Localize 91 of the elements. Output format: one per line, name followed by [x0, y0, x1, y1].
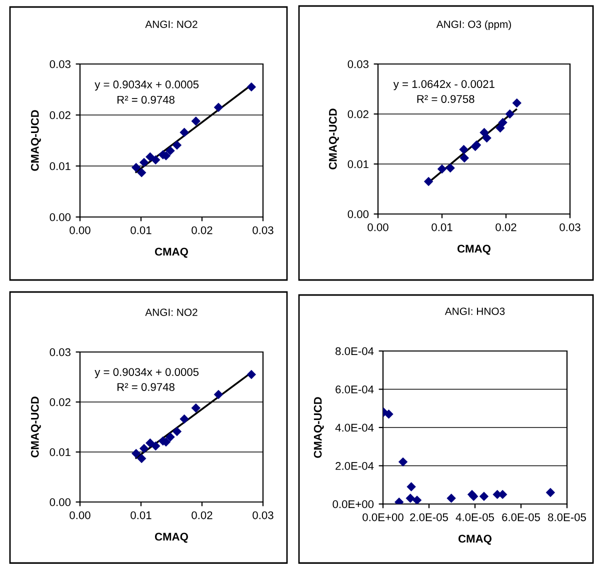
y-tick-label: 0.02 — [348, 110, 368, 118]
point — [459, 144, 468, 154]
y-tick-label: 0.0E+00 — [332, 500, 374, 508]
point — [384, 410, 394, 419]
annotation: R² = 0.9748 — [118, 96, 174, 104]
point — [132, 448, 141, 458]
y-axis-title: CMAQ-UCD — [30, 396, 41, 458]
y-axis-title: CMAQ-UCD — [314, 397, 324, 458]
y-tick-label: 0.00 — [348, 210, 369, 218]
point — [398, 457, 408, 467]
point — [191, 403, 201, 413]
chart-title: ANGI: NO2 — [145, 308, 198, 316]
point — [546, 488, 556, 498]
annotation: y = 0.9034x + 0.0005 — [94, 80, 199, 91]
point — [246, 82, 256, 92]
y-tick-label: 4.0E-04 — [335, 424, 374, 432]
point — [166, 432, 175, 442]
y-tick-label: 0.03 — [50, 348, 70, 356]
x-tick-label: 8.0E-05 — [548, 513, 586, 522]
annotation: R² = 0.9748 — [118, 383, 174, 391]
y-tick-label: 0.00 — [50, 213, 71, 222]
x-tick-label: 0.03 — [252, 226, 274, 234]
point — [146, 152, 155, 162]
chart-title: ANGI: HNO3 — [444, 308, 505, 315]
point — [137, 454, 146, 464]
point — [498, 118, 508, 128]
x-tick-label: 6.0E-05 — [502, 513, 540, 522]
point — [137, 168, 146, 178]
x-tick-label: 0.02 — [192, 511, 212, 520]
point — [139, 158, 149, 168]
x-axis-title: CMAQ — [154, 248, 188, 258]
x-tick-label: 0.02 — [496, 223, 516, 232]
chart-title: ANGI: NO2 — [145, 20, 198, 28]
x-axis-title: CMAQ — [457, 244, 491, 255]
point — [446, 494, 456, 503]
annotation: R² = 0.9758 — [417, 95, 474, 103]
point — [246, 370, 256, 380]
point — [412, 496, 422, 504]
point — [172, 426, 182, 436]
y-tick-label: 0.01 — [50, 448, 70, 456]
annotation: y = 1.0642x - 0.0021 — [393, 80, 494, 90]
x-tick-label: 0.00 — [70, 226, 90, 234]
point — [139, 444, 149, 454]
point — [151, 441, 160, 451]
x-axis-title: CMAQ — [458, 534, 492, 545]
y-tick-label: 0.01 — [348, 160, 368, 168]
point — [460, 153, 470, 163]
point — [191, 116, 201, 126]
x-tick-label: 0.00 — [70, 511, 90, 520]
x-tick-label: 0.01 — [432, 223, 452, 232]
point — [180, 128, 189, 137]
point — [479, 492, 489, 501]
y-tick-label: 0.03 — [348, 60, 368, 68]
point — [166, 146, 175, 156]
point — [406, 482, 416, 492]
x-tick-label: 0.02 — [192, 226, 212, 234]
x-tick-label: 0.01 — [130, 226, 152, 234]
point — [214, 390, 224, 400]
point — [151, 155, 160, 164]
y-tick-label: 0.02 — [50, 111, 70, 120]
point — [482, 133, 492, 143]
x-tick-label: 0.00 — [368, 223, 388, 232]
y-tick-label: 2.0E-04 — [336, 462, 374, 470]
point — [172, 140, 182, 150]
point — [146, 438, 155, 448]
y-tick-label: 0.03 — [50, 60, 70, 68]
point — [132, 162, 141, 172]
y-tick-label: 8.0E-04 — [336, 347, 374, 356]
x-tick-label: 0.01 — [130, 511, 152, 520]
y-tick-label: 6.0E-04 — [336, 386, 374, 394]
x-tick-label: 2.0E-05 — [410, 513, 448, 522]
point — [446, 163, 455, 173]
point — [214, 102, 224, 112]
x-axis-title: CMAQ — [154, 532, 188, 543]
point — [406, 494, 415, 503]
point — [437, 164, 447, 174]
y-axis-title: CMAQ-UCD — [328, 108, 339, 170]
point — [180, 414, 189, 424]
x-tick-label: 4.0E-05 — [456, 513, 494, 522]
annotation: y = 0.9034x + 0.0005 — [94, 368, 199, 378]
point — [424, 176, 434, 186]
y-tick-label: 0.01 — [50, 162, 70, 170]
x-tick-label: 0.03 — [560, 223, 580, 232]
x-tick-label: 0.03 — [252, 511, 274, 520]
y-axis-title: CMAQ-UCD — [30, 110, 41, 171]
chart-title: ANGI: O3 (ppm) — [436, 20, 511, 30]
point — [505, 109, 514, 119]
x-tick-label: 0.0E+00 — [362, 513, 404, 522]
y-tick-label: 0.02 — [50, 398, 70, 406]
point — [512, 98, 522, 108]
y-tick-label: 0.00 — [50, 498, 71, 506]
